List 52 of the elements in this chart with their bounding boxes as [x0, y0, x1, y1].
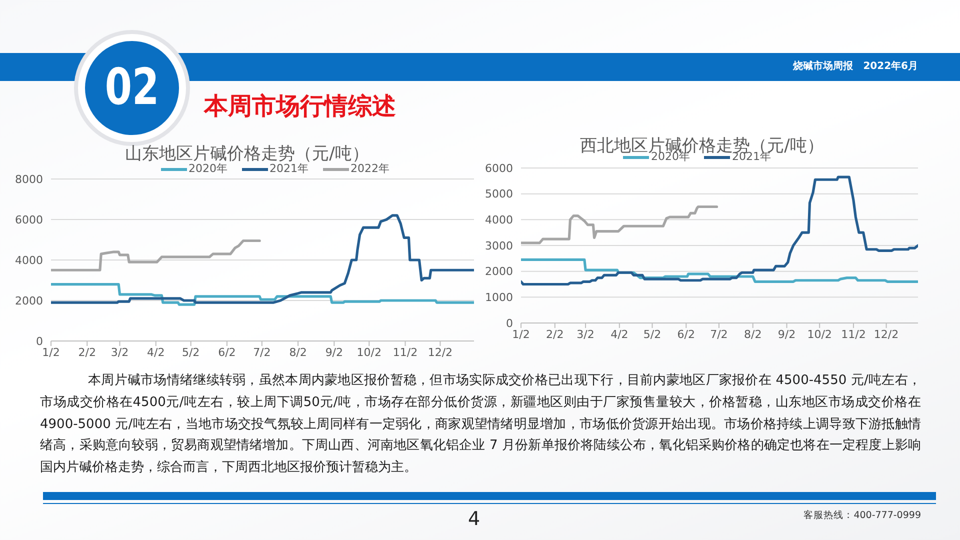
x-tick-label: 5/2 — [643, 328, 662, 341]
text: 4 — [468, 508, 480, 530]
x-tick-label: 7/2 — [253, 346, 271, 359]
x-tick-label: 7/2 — [710, 328, 728, 341]
y-tick-label: 0 — [36, 334, 43, 348]
y-tick-label: 1000 — [485, 291, 513, 304]
chart-title: 山东地区片碱价格走势（元/吨） — [125, 144, 369, 164]
line-series — [521, 176, 918, 286]
x-tick-label: 11/2 — [392, 346, 418, 359]
x-tick-label: 6/2 — [218, 346, 236, 359]
x-tick-label: 6/2 — [677, 328, 695, 341]
line-series — [51, 214, 474, 304]
text: 本周市场行情综述 — [204, 92, 396, 120]
legend-label: 2022年 — [350, 162, 390, 175]
x-tick-label: 4/2 — [610, 328, 628, 341]
x-tick-label: 8/2 — [744, 328, 762, 341]
y-tick-label: 4000 — [485, 214, 513, 227]
y-tick-label: 6000 — [485, 162, 513, 175]
line-series — [521, 205, 718, 244]
x-tick-label: 1/2 — [512, 328, 530, 341]
text: 本周片碱市场情绪继续转弱，虽然本周内蒙地区报价暂稳，但市场实际成交价格已出现下行，目前内蒙地区厂家报价在 4500-4550 元/吨左右，市场成交价格在4500元/吨左右，较上周下调50元/吨，市场存在部分低价货源，新疆地区则由于厂家预售量较大，价格暂稳，山东地区市场成交价格在4900-5000 元/吨左右，当地市场交投气氛较上周同样有一定弱化，商家观望情绪明显增加，市场低价货源开始出现。市场价格持续上调导致下游抵触情绪高，采购意向较弱，贸易商观望情绪增加。下周山西、河南地区氧化铝企业 7 月份新单报价将陆续公布，氧化铝采购价格的确定也将在一定程度上影响国内片碱价格走势，综合而言，下周西北地区报价预计暂稳为主。 — [40, 373, 921, 476]
x-tick-label: 12/2 — [428, 346, 453, 359]
x-tick-label: 12/2 — [874, 328, 899, 341]
x-tick-label: 2/2 — [546, 328, 564, 341]
x-tick-label: 9/2 — [778, 328, 796, 341]
x-tick-label: 3/2 — [576, 328, 594, 341]
y-tick-label: 3000 — [485, 239, 513, 252]
x-tick-label: 9/2 — [325, 346, 344, 359]
y-tick-label: 0 — [506, 316, 513, 330]
x-tick-label: 11/2 — [841, 328, 866, 341]
line-series — [51, 283, 474, 306]
y-tick-label: 2000 — [485, 265, 513, 278]
y-tick-label: 4000 — [15, 254, 43, 267]
text: 客服热线：400-777-0999 — [804, 510, 921, 521]
legend-label: 2021年 — [270, 162, 308, 175]
x-tick-label: 1/2 — [42, 346, 60, 359]
text: 02 — [104, 58, 160, 116]
x-tick-label: 3/2 — [110, 346, 129, 359]
legend-label: 2020年 — [188, 162, 228, 175]
y-tick-label: 8000 — [15, 172, 43, 186]
x-tick-label: 4/2 — [147, 346, 165, 359]
x-tick-label: 10/2 — [356, 346, 382, 359]
x-tick-label: 10/2 — [807, 328, 832, 341]
y-tick-label: 2000 — [15, 294, 43, 308]
y-tick-label: 6000 — [15, 213, 43, 226]
x-tick-label: 5/2 — [182, 346, 200, 359]
x-tick-label: 2/2 — [78, 346, 96, 359]
text: 烧碱市场周报 2022年6月 — [793, 61, 918, 72]
line-series — [521, 258, 918, 283]
x-tick-label: 8/2 — [289, 346, 307, 359]
y-tick-label: 5000 — [485, 188, 513, 201]
line-series — [51, 239, 261, 272]
